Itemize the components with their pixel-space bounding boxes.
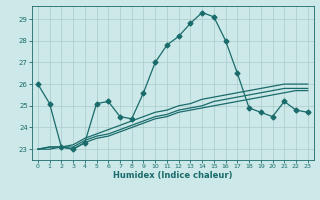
X-axis label: Humidex (Indice chaleur): Humidex (Indice chaleur) [113,171,233,180]
